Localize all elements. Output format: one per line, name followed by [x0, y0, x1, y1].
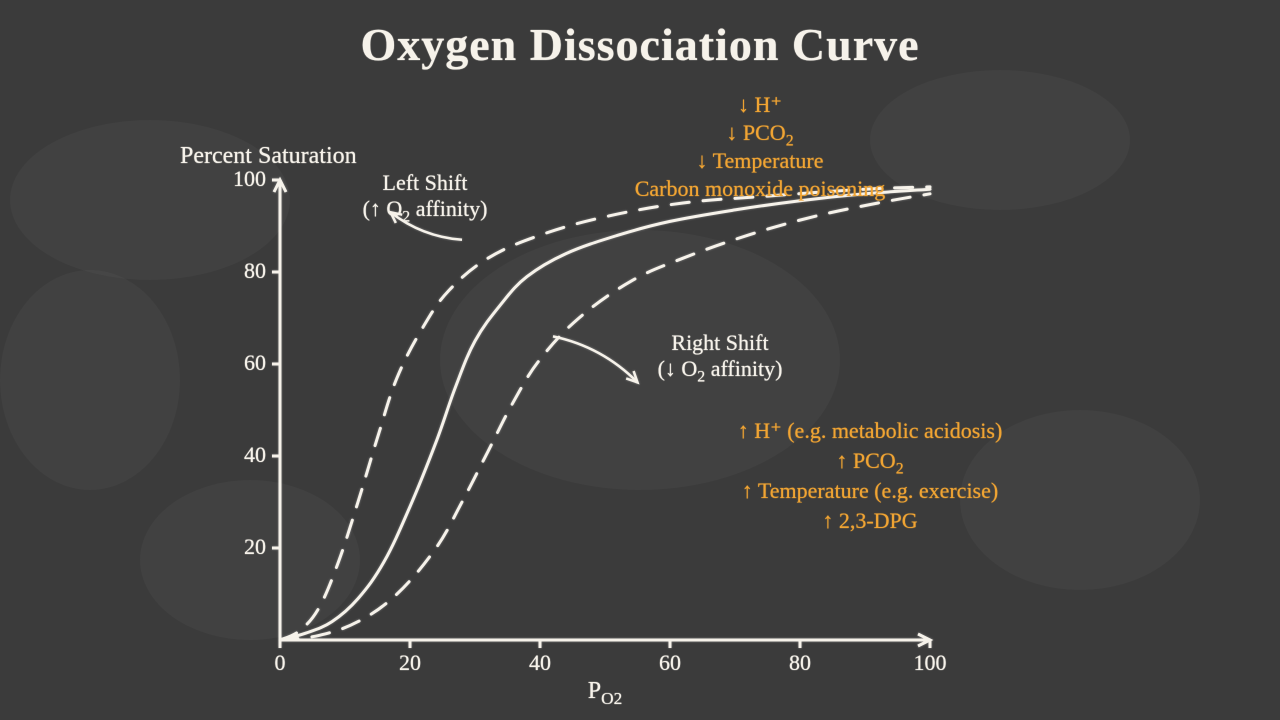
- left-factors-line-0: ↓ H⁺: [738, 92, 782, 118]
- x-tick-label: 20: [399, 650, 421, 676]
- x-axis-label: PO2: [588, 678, 622, 709]
- right-factors-line-1: ↑ PCO2: [836, 448, 903, 478]
- y-tick-label: 80: [244, 258, 266, 284]
- right-factors-line-3: ↑ 2,3-DPG: [822, 508, 917, 534]
- x-tick-label: 80: [789, 650, 811, 676]
- chalkboard-stage: Oxygen Dissociation Curve 02040608010020…: [0, 0, 1280, 720]
- right-factors-line-0: ↑ H⁺ (e.g. metabolic acidosis): [738, 418, 1003, 444]
- x-tick-label: 60: [659, 650, 681, 676]
- left-factors-line-2: ↓ Temperature: [697, 148, 824, 174]
- y-tick-label: 60: [244, 350, 266, 376]
- left-shift-label: Left Shift(↑ O2 affinity): [363, 170, 488, 226]
- right-shift-label: Right Shift(↓ O2 affinity): [658, 330, 783, 386]
- y-tick-label: 40: [244, 442, 266, 468]
- x-tick-label: 100: [914, 650, 947, 676]
- y-axis-label: Percent Saturation: [180, 143, 357, 170]
- right-factors-line-2: ↑ Temperature (e.g. exercise): [742, 478, 998, 504]
- right-arrow: [553, 336, 638, 382]
- dissociation-chart: [0, 0, 1280, 720]
- x-tick-label: 0: [275, 650, 286, 676]
- left-factors-line-3: Carbon monoxide poisoning: [635, 176, 886, 202]
- left-factors-line-1: ↓ PCO2: [726, 120, 793, 150]
- center-curve: [280, 189, 930, 640]
- x-tick-label: 40: [529, 650, 551, 676]
- y-tick-label: 20: [244, 534, 266, 560]
